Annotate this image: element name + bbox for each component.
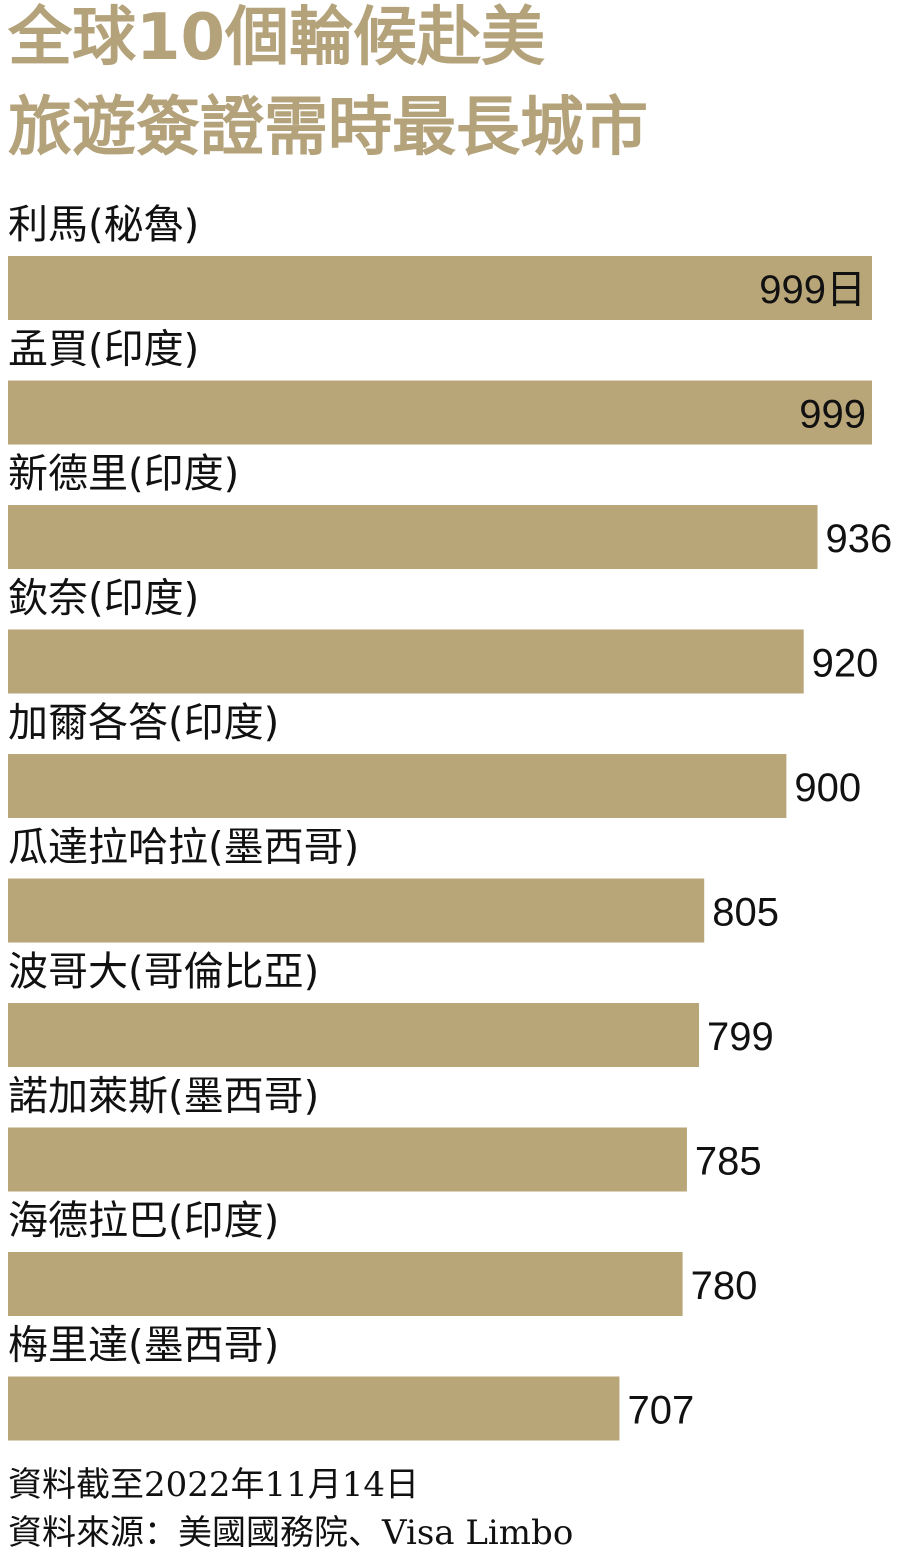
bar bbox=[8, 256, 872, 320]
category-label: 梅里達(墨西哥) bbox=[8, 1323, 279, 1369]
category-label: 海德拉巴(印度) bbox=[8, 1198, 279, 1244]
data-source-note: 資料來源：美國國務院、Visa Limbo bbox=[8, 1513, 574, 1553]
value-label: 780 bbox=[691, 1264, 758, 1308]
category-label: 新德里(印度) bbox=[8, 451, 239, 497]
value-label: 920 bbox=[812, 642, 879, 686]
category-label: 瓜達拉哈拉(墨西哥) bbox=[8, 825, 359, 871]
value-label: 785 bbox=[695, 1140, 762, 1184]
value-label: 999日 bbox=[759, 268, 866, 312]
data-date-note: 資料截至2022年11月14日 bbox=[8, 1465, 420, 1505]
bar bbox=[8, 1252, 683, 1316]
value-label: 799 bbox=[707, 1015, 774, 1059]
category-label: 欽奈(印度) bbox=[8, 576, 199, 622]
value-label: 805 bbox=[712, 891, 779, 935]
category-label: 波哥大(哥倫比亞) bbox=[8, 949, 319, 995]
bar bbox=[8, 380, 872, 445]
bar bbox=[8, 1127, 687, 1192]
value-label: 999 bbox=[799, 393, 866, 437]
bar bbox=[8, 629, 804, 694]
value-label: 707 bbox=[627, 1389, 694, 1433]
category-label: 諾加萊斯(墨西哥) bbox=[8, 1074, 319, 1120]
category-label: 利馬(秘魯) bbox=[8, 202, 199, 248]
chart-title-line-2: 旅遊簽證需時最長城市 bbox=[8, 91, 648, 165]
bar bbox=[8, 754, 787, 818]
chart-title-line-1: 全球10個輪候赴美 bbox=[8, 1, 546, 75]
value-label: 900 bbox=[794, 766, 861, 810]
bar bbox=[8, 878, 705, 943]
category-label: 加爾各答(印度) bbox=[8, 700, 279, 746]
bar bbox=[8, 505, 818, 569]
value-label: 936 bbox=[826, 517, 893, 561]
category-label: 孟買(印度) bbox=[8, 327, 199, 373]
bar bbox=[8, 1003, 700, 1067]
bar bbox=[8, 1376, 620, 1441]
